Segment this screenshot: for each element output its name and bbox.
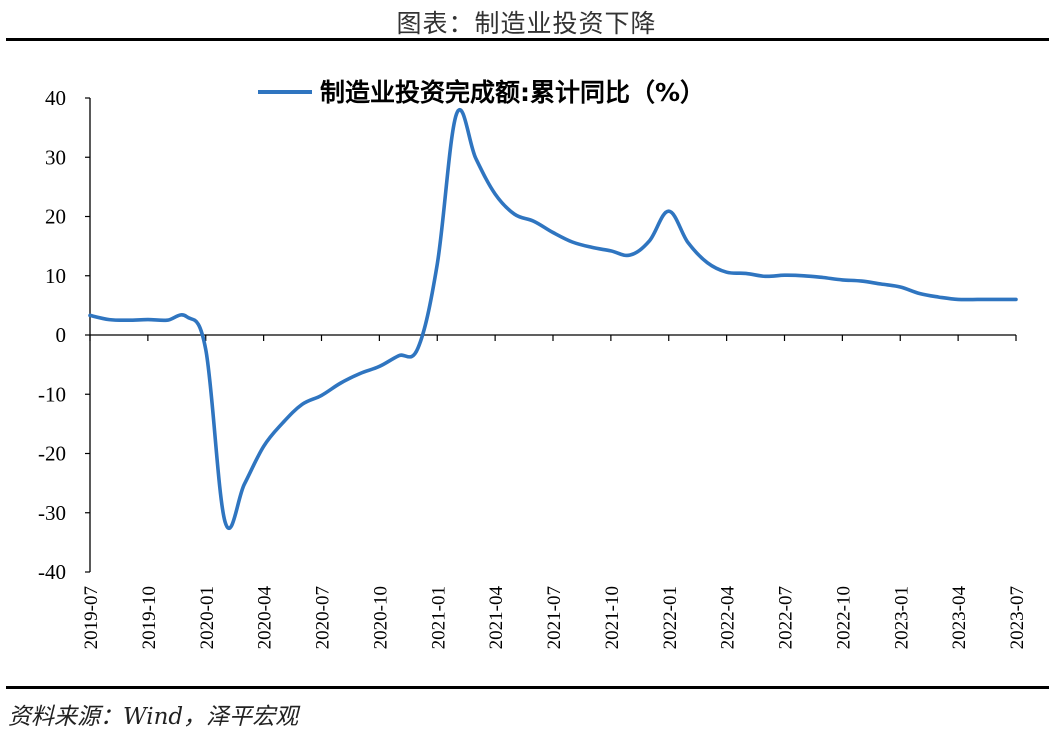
y-tick-label: 10 [45,264,66,288]
legend-label: 制造业投资完成额:累计同比（%） [320,78,705,107]
x-tick-label: 2020-01 [197,586,218,649]
x-tick-label: 2020-07 [313,586,334,649]
legend: 制造业投资完成额:累计同比（%） [258,78,705,107]
y-tick-label: -30 [38,501,66,525]
x-tick-label: 2022-01 [660,586,681,649]
x-tick-label: 2023-07 [1007,586,1028,649]
line-chart: 40 30 20 10 0 -10 -20 -30 -40 2019-07 2019-10 2020… [38,78,1028,649]
x-tick-label: 2023-01 [891,586,912,649]
y-tick-label: -40 [38,560,66,584]
x-tick-label: 2021-01 [428,586,449,649]
x-tick-label: 2022-04 [718,586,739,650]
y-tick-label: -10 [38,382,66,406]
x-tick-label: 2023-04 [949,586,970,650]
series-group [88,108,1018,531]
x-axis-ticks: 2019-07 2019-10 2020-01 2020-04 2020-07 2020-… [81,335,1028,649]
y-axis-ticks: 40 30 20 10 0 -10 -20 -30 -40 [38,86,90,584]
x-tick-label: 2022-07 [776,586,797,649]
bottom-rule [6,686,1049,689]
series-line-manufacturing-investment [88,108,1018,531]
figure-title: 图表：制造业投资下降 [396,9,657,38]
axes [89,98,1016,572]
y-tick-label: 0 [56,323,67,347]
y-tick-label: 40 [45,86,66,110]
x-tick-label: 2022-10 [833,586,854,649]
x-tick-label: 2020-10 [370,586,391,649]
y-tick-label: -20 [38,442,66,466]
y-tick-label: 20 [45,205,66,229]
source-note: 资料来源：Wind，泽平宏观 [8,704,299,730]
top-rule [6,38,1049,41]
x-tick-label: 2021-07 [544,586,565,649]
x-tick-label: 2020-04 [255,586,276,650]
x-tick-label: 2019-10 [139,586,160,649]
x-tick-label: 2021-04 [486,586,507,650]
x-tick-label: 2019-07 [81,586,102,649]
y-tick-label: 30 [45,145,66,169]
x-tick-label: 2021-10 [602,586,623,649]
